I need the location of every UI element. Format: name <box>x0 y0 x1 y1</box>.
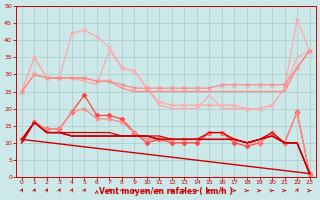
X-axis label: Vent moyen/en rafales ( km/h ): Vent moyen/en rafales ( km/h ) <box>99 187 233 196</box>
